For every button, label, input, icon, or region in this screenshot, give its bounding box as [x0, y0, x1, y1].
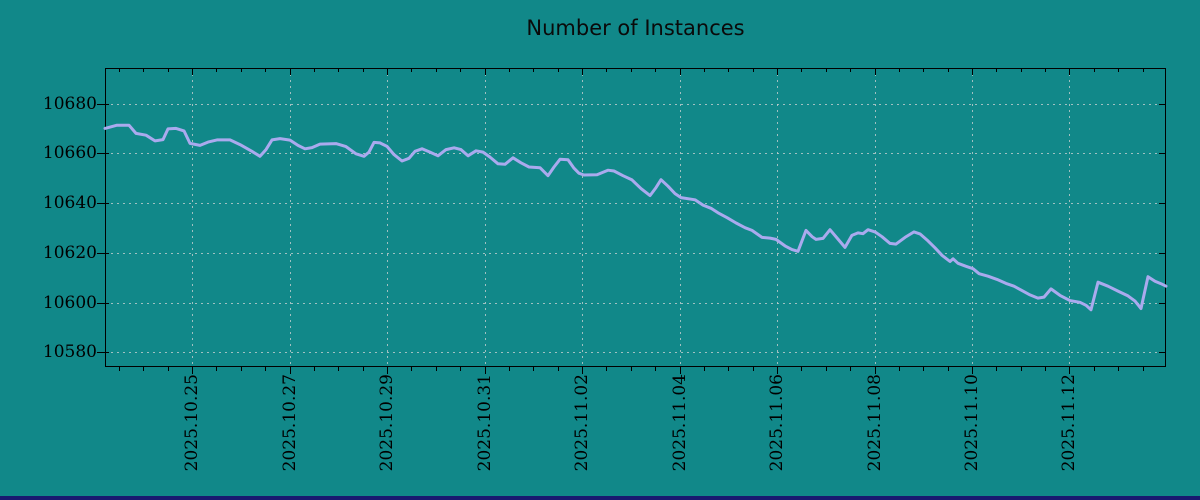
x-tick-label: 2025.11.02	[572, 374, 592, 472]
x-tick-label: 2025.10.27	[280, 374, 300, 472]
x-tick-label: 2025.11.10	[962, 374, 982, 472]
x-tick-label: 2025.10.25	[182, 374, 202, 472]
bottom-bar	[0, 496, 1200, 500]
y-tick-label: 10680	[42, 94, 97, 114]
y-tick-label: 10600	[42, 293, 97, 313]
x-tick-label: 2025.11.04	[670, 374, 690, 472]
plot-border	[105, 68, 1166, 367]
gridlines	[105, 68, 1166, 367]
x-tick-label: 2025.10.29	[377, 374, 397, 472]
chart-title: Number of Instances	[526, 16, 745, 40]
y-tick-label: 10580	[42, 342, 97, 362]
y-tick-label: 10640	[42, 193, 97, 213]
y-tick-label: 10620	[42, 243, 97, 263]
y-tick-label: 10660	[42, 143, 97, 163]
axis-ticks	[97, 68, 1166, 374]
data-line	[103, 123, 1168, 312]
x-tick-label: 2025.11.12	[1059, 374, 1079, 472]
x-tick-label: 2025.11.08	[865, 374, 885, 472]
x-tick-label: 2025.10.31	[475, 374, 495, 472]
x-tick-label: 2025.11.06	[767, 374, 787, 472]
